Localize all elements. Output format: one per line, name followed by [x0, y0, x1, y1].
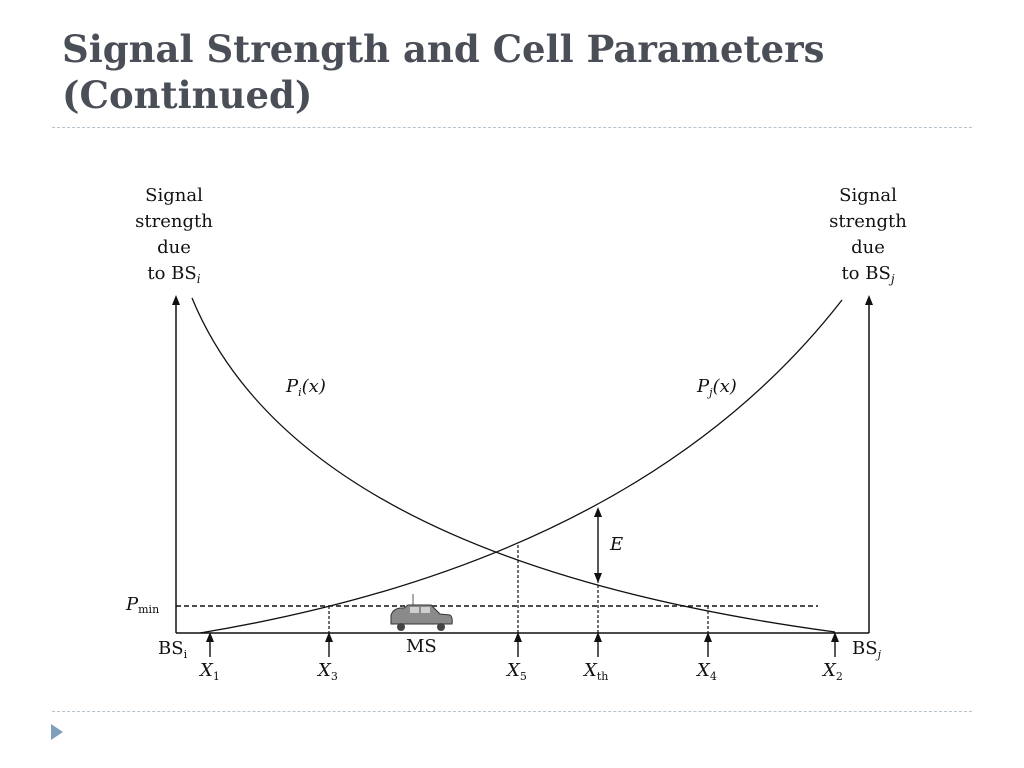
ms-label: MS [406, 636, 437, 657]
x2-label: X2 [821, 660, 843, 683]
x4-label: X4 [695, 660, 717, 683]
x5-label: X5 [505, 660, 527, 683]
curve-p-i [191, 297, 836, 633]
x3-label: X3 [316, 660, 338, 683]
slide-title: Signal Strength and Cell Parameters (Con… [62, 26, 962, 118]
bs-j-label: BSj [852, 638, 882, 661]
left-axis-label-line-1: Signal [145, 185, 203, 206]
left-axis-label-line-4: to BSi [147, 263, 200, 286]
slide-title-line-1: Signal Strength and Cell Parameters [62, 27, 825, 71]
right-axis-label-line-3: due [851, 237, 885, 258]
right-axis-label-line-4: to BSj [841, 263, 894, 286]
car-icon [390, 594, 453, 631]
e-gap-label: E [609, 534, 623, 555]
right-axis-label-line-1: Signal [839, 185, 897, 206]
top-divider [52, 127, 972, 128]
left-axis-label: Signal strength due to BSi [135, 185, 213, 286]
right-axis-label-line-2: strength [829, 211, 907, 232]
triangle-bullet-icon [50, 723, 64, 745]
right-axis-label: Signal strength due to BSj [829, 185, 907, 286]
left-axis-label-line-2: strength [135, 211, 213, 232]
curve-p-i-label: Pi(x) [285, 376, 326, 399]
x1-label: X1 [198, 660, 220, 683]
xth-label: Xth [582, 660, 608, 683]
curve-p-j-label: Pj(x) [696, 376, 737, 399]
curve-p-j [199, 299, 843, 634]
p-min-label: Pmin [125, 594, 159, 616]
bottom-divider [52, 711, 972, 712]
bs-i-label: BSi [158, 638, 188, 661]
slide-title-line-2: (Continued) [62, 73, 313, 117]
left-axis-label-line-3: due [157, 237, 191, 258]
